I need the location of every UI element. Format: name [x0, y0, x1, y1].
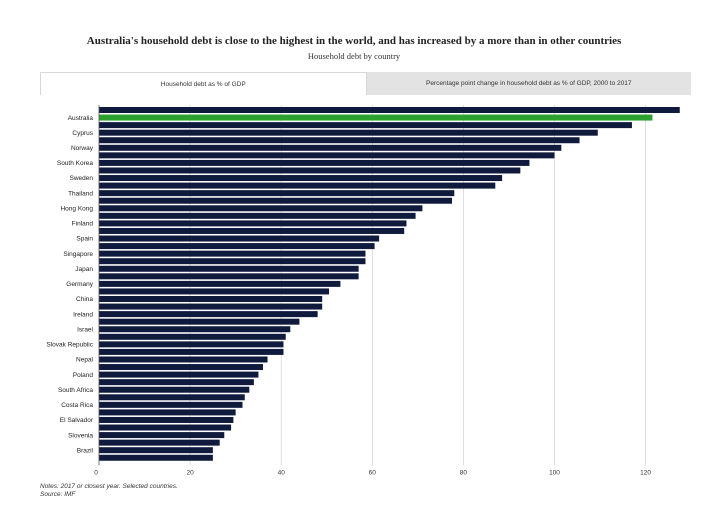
tab-household-debt[interactable]: Household debt as % of GDP — [40, 72, 367, 95]
x-tick-label: 40 — [278, 469, 286, 476]
category-label: El Salvador — [60, 417, 94, 424]
category-label: Costa Rica — [61, 402, 93, 409]
category-label: Hong Kong — [60, 205, 93, 212]
x-axis-ticks: 0 20 40 60 80 100 120 — [94, 469, 651, 476]
bar-spain[interactable] — [99, 235, 380, 242]
category-label: China — [76, 296, 93, 303]
bar[interactable] — [99, 454, 213, 461]
chart-title: Australia's household debt is close to t… — [86, 35, 622, 47]
tab-bar: Household debt as % of GDP Percentage po… — [40, 72, 691, 95]
bar[interactable] — [99, 243, 375, 250]
bar[interactable] — [99, 318, 300, 325]
category-label: Norway — [71, 145, 94, 152]
bar-japan[interactable] — [99, 265, 359, 272]
category-label: South Korea — [57, 160, 94, 167]
bar-south-korea[interactable] — [99, 159, 530, 166]
bar-slovak-republic[interactable] — [99, 341, 284, 348]
category-label: Sweden — [70, 175, 94, 182]
category-label: Cyprus — [72, 130, 93, 137]
category-label: Singapore — [63, 251, 93, 258]
bar[interactable] — [99, 197, 453, 204]
bar[interactable] — [99, 348, 284, 355]
bar-cyprus[interactable] — [99, 129, 598, 136]
x-tick-label: 100 — [549, 469, 560, 476]
category-labels: Australia Cyprus Norway South Korea Sweden Th… — [46, 115, 93, 455]
category-label: South Africa — [58, 387, 93, 394]
x-tick-label: 0 — [94, 469, 98, 476]
bar-singapore[interactable] — [99, 250, 366, 257]
bar-costa-rica[interactable] — [99, 401, 243, 408]
bar[interactable] — [99, 152, 555, 159]
category-label: Spain — [76, 236, 93, 243]
bar-poland[interactable] — [99, 371, 259, 378]
bar[interactable] — [99, 227, 405, 234]
bar-norway[interactable] — [99, 144, 562, 151]
bar[interactable] — [99, 364, 263, 371]
source-text: Source: IMF — [40, 491, 76, 498]
bar-thailand[interactable] — [99, 190, 455, 197]
category-label: Slovenia — [68, 432, 93, 439]
bar[interactable] — [99, 258, 366, 265]
category-label: Thailand — [68, 190, 93, 197]
bar-brazil[interactable] — [99, 447, 213, 454]
bar[interactable] — [99, 273, 359, 280]
bar[interactable] — [99, 333, 286, 340]
category-label: Slovak Republic — [46, 342, 93, 349]
bar[interactable] — [99, 107, 680, 113]
bar[interactable] — [99, 182, 496, 189]
chart-subtitle: Household debt by country — [307, 51, 401, 61]
bar[interactable] — [99, 212, 416, 219]
bar-germany[interactable] — [99, 280, 341, 287]
bar[interactable] — [99, 394, 245, 401]
x-tick-label: 20 — [186, 469, 194, 476]
bar-el-salvador[interactable] — [99, 416, 234, 423]
category-label: Brazil — [77, 447, 94, 454]
bar[interactable] — [99, 303, 323, 310]
category-label: Poland — [73, 372, 94, 379]
bar-finland[interactable] — [99, 220, 407, 227]
bars-layer — [99, 107, 680, 461]
bar-slovenia[interactable] — [99, 432, 225, 439]
bar[interactable] — [99, 409, 236, 416]
category-label: Australia — [68, 115, 94, 122]
bar-sweden[interactable] — [99, 175, 503, 182]
bar-nepal[interactable] — [99, 356, 268, 363]
bar-china[interactable] — [99, 296, 323, 302]
category-label: Israel — [77, 326, 93, 333]
category-label: Germany — [66, 281, 93, 288]
x-tick-label: 120 — [640, 469, 651, 476]
bar[interactable] — [99, 379, 254, 386]
bar-chart: Australia Cyprus Norway South Korea Sweden Th… — [46, 105, 680, 476]
bar-australia[interactable] — [99, 114, 653, 121]
category-label: Japan — [75, 266, 93, 273]
notes-text: Notes: 2017 or closest year. Selected co… — [40, 483, 178, 490]
bar-hong-kong[interactable] — [99, 205, 423, 212]
chart-notes: Notes: 2017 or closest year. Selected co… — [40, 483, 178, 499]
category-label: Ireland — [73, 311, 93, 318]
bar[interactable] — [99, 137, 580, 144]
tab-percentage-point-change[interactable]: Percentage point change in household deb… — [366, 72, 691, 95]
bar[interactable] — [99, 167, 521, 174]
bar-ireland[interactable] — [99, 311, 318, 318]
bar-south-africa[interactable] — [99, 386, 250, 393]
bar[interactable] — [99, 288, 330, 295]
bar[interactable] — [99, 439, 220, 446]
bar[interactable] — [99, 122, 632, 129]
bar-israel[interactable] — [99, 326, 291, 333]
category-label: Finland — [72, 221, 94, 228]
x-tick-label: 80 — [460, 469, 468, 476]
x-tick-label: 60 — [369, 469, 377, 476]
bar[interactable] — [99, 424, 232, 431]
category-label: Nepal — [76, 357, 94, 364]
